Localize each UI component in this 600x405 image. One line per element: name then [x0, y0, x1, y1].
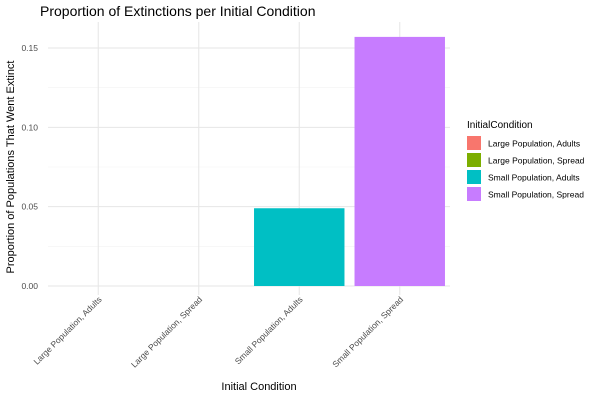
- x-tick-label: Small Population, Adults: [233, 294, 305, 366]
- legend-key: [467, 153, 481, 167]
- y-tick-label: 0.05: [21, 202, 38, 212]
- legend-key: [467, 187, 481, 201]
- y-axis-ticks: 0.00 0.05 0.10 0.15: [21, 43, 38, 291]
- bar: [354, 36, 445, 286]
- legend-label: Large Population, Spread: [488, 156, 585, 166]
- chart-title: Proportion of Extinctions per Initial Co…: [40, 3, 315, 19]
- legend-label: Small Population, Adults: [488, 173, 580, 183]
- x-axis-ticks: Large Population, Adults Large Population…: [31, 294, 405, 369]
- legend-title: InitialCondition: [467, 120, 533, 131]
- legend-key: [467, 170, 481, 184]
- y-tick-label: 0.10: [21, 122, 38, 132]
- y-axis-label: Proportion of Populations That Went Exti…: [5, 61, 17, 274]
- y-tick-label: 0.15: [21, 43, 38, 53]
- y-tick-label: 0.00: [21, 281, 38, 291]
- bar: [254, 208, 345, 286]
- legend: InitialCondition Large Population, Adult…: [467, 120, 585, 201]
- bars: [254, 36, 445, 286]
- legend-label: Large Population, Adults: [488, 139, 580, 149]
- x-axis-label: Initial Condition: [221, 381, 296, 393]
- legend-label: Small Population, Spread: [488, 190, 584, 200]
- x-tick-label: Small Population, Spread: [330, 294, 405, 369]
- x-tick-label: Large Population, Adults: [31, 294, 103, 366]
- x-tick-label: Large Population, Spread: [129, 294, 204, 369]
- legend-key: [467, 136, 481, 150]
